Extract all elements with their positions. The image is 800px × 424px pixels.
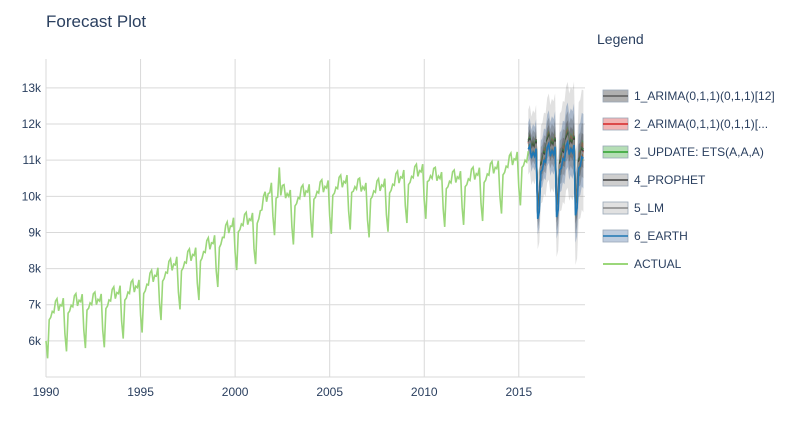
legend-label: 4_PROPHET	[634, 173, 706, 187]
chart-title: Forecast Plot	[46, 12, 146, 31]
y-tick-label: 7k	[28, 298, 42, 312]
series-lines	[45, 129, 584, 359]
legend-label: ACTUAL	[634, 257, 682, 271]
legend-label: 3_UPDATE: ETS(A,A,A)	[634, 145, 764, 159]
y-tick-label: 6k	[28, 334, 42, 348]
x-axis: 1990 1995 2000 2005 2010 2015	[33, 385, 533, 399]
plot-area	[46, 59, 585, 377]
y-tick-label: 12k	[22, 117, 42, 131]
legend-title: Legend	[597, 31, 644, 47]
legend-label: 2_ARIMA(0,1,1)(0,1,1)[...	[634, 117, 768, 131]
y-tick-label: 8k	[28, 262, 42, 276]
legend-label: 6_EARTH	[634, 229, 688, 243]
x-tick-label: 2010	[411, 385, 438, 399]
legend-label: 1_ARIMA(0,1,1)(0,1,1)[12]	[634, 89, 775, 103]
gridlines	[45, 59, 585, 378]
y-axis: 6k 7k 8k 9k 10k 11k 12k 13k	[22, 81, 42, 348]
x-tick-label: 1990	[33, 385, 60, 399]
legend: 1_ARIMA(0,1,1)(0,1,1)[12] 2_ARIMA(0,1,1)(…	[602, 89, 775, 271]
x-tick-label: 2000	[222, 385, 249, 399]
actual-line	[45, 150, 530, 359]
y-tick-label: 13k	[22, 81, 42, 95]
y-tick-label: 10k	[22, 189, 42, 203]
y-tick-label: 11k	[23, 153, 42, 167]
x-tick-label: 2015	[505, 385, 532, 399]
legend-label: 5_LM	[634, 201, 664, 215]
x-tick-label: 1995	[127, 385, 154, 399]
y-tick-label: 9k	[28, 225, 42, 239]
x-tick-label: 2005	[316, 385, 343, 399]
forecast-line	[527, 138, 584, 220]
